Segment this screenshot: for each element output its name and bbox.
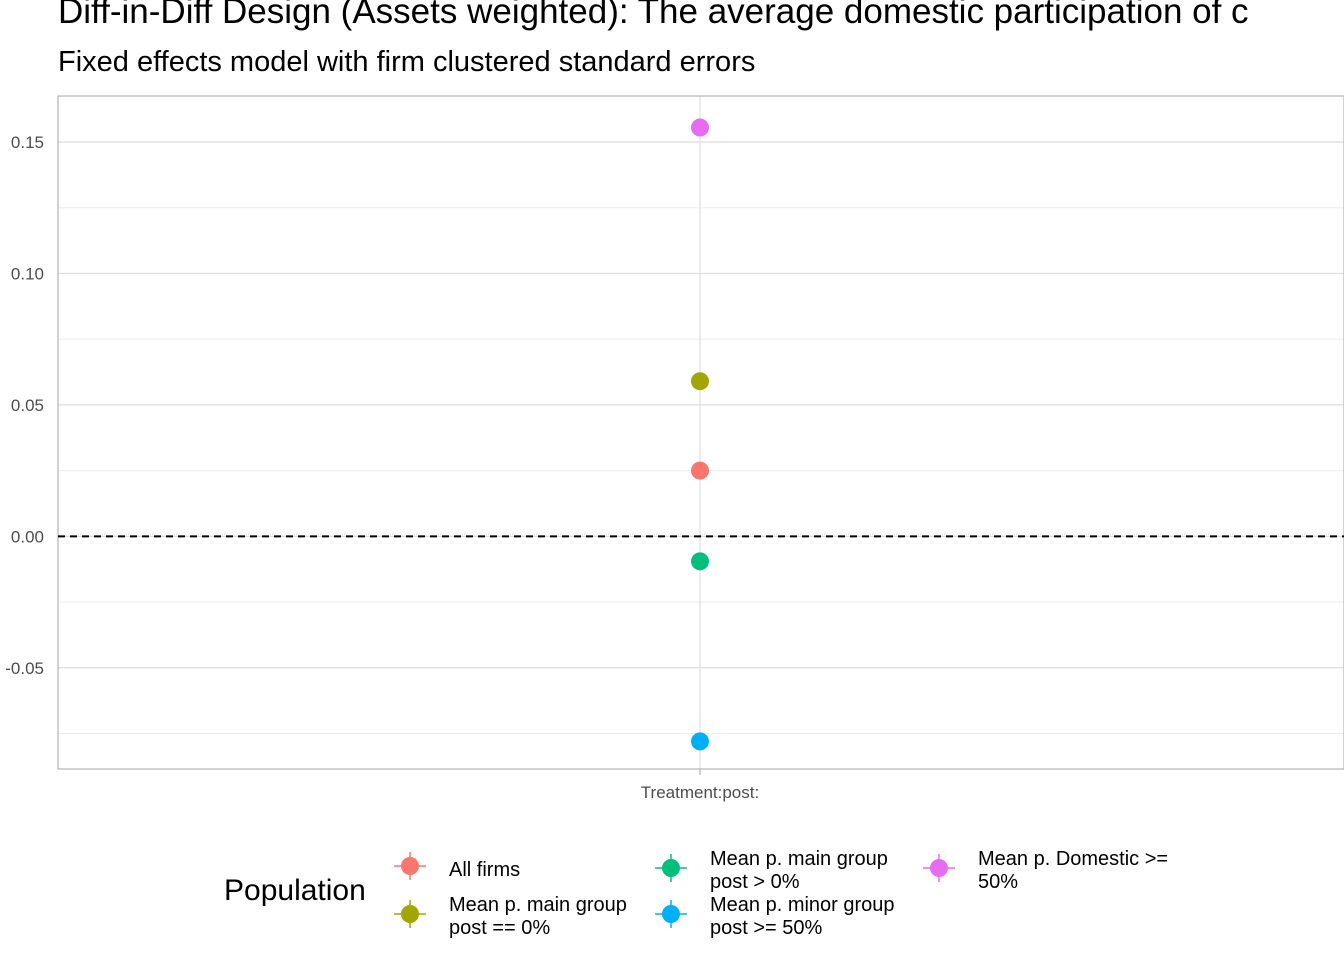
data-point-2 [691, 552, 709, 571]
legend-label-line: post == 0% [449, 917, 551, 939]
panel-border [57, 95, 1344, 770]
legend-label-line: Mean p. Domestic >= [978, 848, 1169, 870]
legend-key-main-group-post-zero [394, 900, 426, 928]
y-tick-label: 0.00 [11, 527, 44, 546]
legend-key-minor-group [655, 900, 687, 928]
chart-subtitle: Fixed effects model with firm clustered … [58, 46, 756, 78]
data-point-1 [691, 372, 709, 391]
legend-label-line: Mean p. main group [710, 848, 888, 870]
legend-label-main-group-post-zero: Mean p. main group post == 0% [449, 894, 627, 940]
data-point-0 [691, 461, 709, 480]
data-point-3 [691, 732, 709, 751]
legend-label-line: All firms [449, 859, 521, 881]
legend-label-line: 50% [978, 871, 1019, 893]
y-tick-label: 0.15 [11, 133, 44, 152]
chart-title: Diff-in-Diff Design (Assets weighted): T… [58, 0, 1249, 31]
legend-label-all-firms: All firms [449, 859, 520, 882]
data-point-4 [691, 118, 709, 137]
y-tick-label: -0.05 [5, 659, 44, 678]
legend-key-domestic [923, 854, 955, 882]
x-tick-label: Treatment:post: [641, 783, 759, 802]
legend-label-minor-group: Mean p. minor group post >= 50% [710, 894, 895, 940]
legend-key-all-firms [394, 852, 426, 880]
legend-label-line: Mean p. main group [449, 894, 627, 916]
legend-label-domestic: Mean p. Domestic >= 50% [978, 848, 1168, 894]
legend-label-main-group-post-positive: Mean p. main group post > 0% [710, 848, 888, 894]
legend-title: Population [224, 874, 366, 907]
legend-label-line: Mean p. minor group [710, 894, 895, 916]
legend-label-line: post >= 50% [710, 917, 823, 939]
y-tick-label: 0.05 [11, 396, 44, 415]
legend-label-line: post > 0% [710, 871, 800, 893]
legend-key-main-group-post-positive [655, 854, 687, 882]
y-tick-label: 0.10 [11, 264, 44, 283]
